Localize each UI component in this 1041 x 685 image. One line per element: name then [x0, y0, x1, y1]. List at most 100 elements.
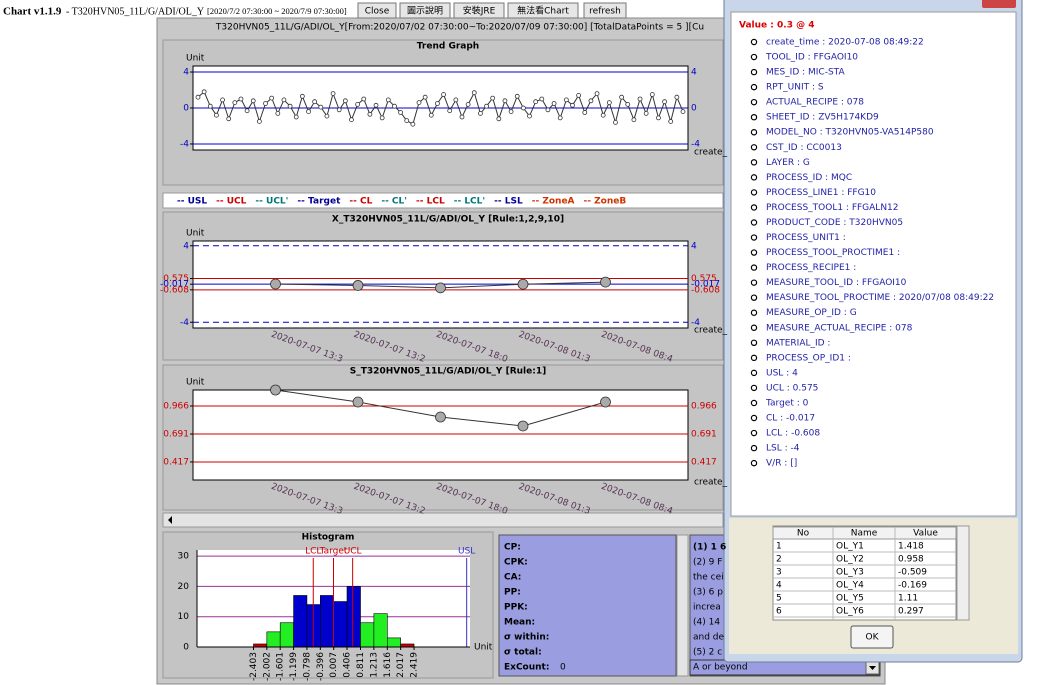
detail-item: Target : 0: [765, 398, 809, 408]
rule-note: (3) 6 p: [693, 588, 723, 598]
data-point: [226, 116, 232, 122]
data-point: [668, 119, 674, 124]
bullet: [750, 294, 758, 301]
y-tick-label: 0: [183, 643, 189, 653]
y-tick-label: 0.691: [163, 430, 189, 440]
detail-item: V/R : []: [766, 459, 797, 469]
x-tick-label: 0.007: [329, 652, 339, 678]
select-arrow[interactable]: [869, 666, 876, 670]
data-point: [508, 109, 514, 114]
y-tick-label: 0: [183, 104, 189, 114]
table-scrollbar[interactable]: [956, 525, 970, 621]
data-point: [256, 119, 262, 124]
toolbar-button[interactable]: [357, 2, 397, 19]
data-point: [441, 92, 446, 97]
data-point: [352, 280, 364, 291]
toolbar-button[interactable]: [453, 2, 505, 19]
data-point: [435, 411, 446, 423]
legend-entry: -- LCL: [416, 197, 445, 207]
detail-item: PROCESS_LINE1 : FFG10: [766, 188, 876, 198]
data-point: [582, 110, 588, 115]
y-tick-label: 20: [178, 582, 190, 592]
detail-item: create_time : 2020-07-08 08:49:22: [766, 38, 924, 48]
stats-scrollbar[interactable]: [676, 534, 689, 677]
data-point: [563, 97, 569, 103]
rule-note: the cei: [693, 573, 724, 583]
y-tick-label: 10: [178, 612, 190, 622]
data-point: [606, 100, 612, 106]
table-cell: 1.418: [898, 542, 924, 552]
data-point: [422, 94, 428, 100]
y-tick-label: -4: [180, 139, 189, 149]
data-point: [416, 100, 422, 106]
close-button[interactable]: [982, 0, 1016, 8]
x-axis-label: create_: [694, 478, 728, 488]
data-point: [270, 278, 281, 290]
detail-item: USL : 4: [766, 368, 798, 378]
y-tick-label-right: 4: [691, 68, 697, 78]
table-cell: OL_Y4: [836, 581, 864, 591]
data-point: [459, 114, 465, 120]
y-tick-label: -0.017: [160, 280, 189, 290]
x-tick-label: -0.396: [316, 652, 326, 681]
panel-title: T320HVN05_11L/G/ADI/OL_Y[From:2020/07/02…: [215, 23, 704, 33]
app-name: Chart v1.1.9: [3, 6, 62, 18]
data-point: [478, 110, 483, 116]
y-axis-label: Unit: [186, 54, 205, 64]
data-point: [471, 90, 477, 96]
toolbar-button[interactable]: [583, 2, 627, 19]
ok-button[interactable]: [850, 625, 894, 649]
button-label[interactable]: Close: [365, 7, 390, 17]
stat-value: 0: [560, 663, 566, 673]
data-point: [527, 113, 532, 119]
data-point: [594, 91, 600, 97]
button-label[interactable]: 圖示說明: [407, 5, 443, 17]
data-point: [244, 108, 250, 114]
data-point: [232, 100, 238, 106]
data-point: [625, 102, 631, 107]
scrollbar[interactable]: [162, 512, 724, 528]
data-point: [588, 98, 594, 104]
ok-label[interactable]: OK: [866, 633, 880, 643]
y-tick-label: 4: [183, 68, 189, 78]
limit-label: USL: [458, 547, 475, 557]
bullet: [750, 129, 758, 136]
chart-title: Histogram: [302, 533, 355, 543]
data-point: [517, 278, 529, 290]
data-point: [600, 396, 611, 408]
data-point: [355, 102, 361, 107]
date-range: [2020/7/2 07:30:00 ~ 2020/7/9 07:30:00]: [207, 6, 347, 16]
x-axis-label: create_: [694, 326, 728, 336]
bullet: [750, 429, 758, 437]
select-value[interactable]: A or beyond: [693, 663, 748, 673]
histogram-bar: [387, 637, 401, 648]
data-point: [680, 109, 686, 114]
detail-item: LAYER : G: [766, 158, 810, 168]
table-cell: 6: [776, 607, 782, 617]
data-point: [318, 104, 324, 110]
data-point: [570, 102, 575, 108]
detail-item: MODEL_NO : T320HVN05-VA514P580: [766, 128, 934, 138]
table-cell: 4: [776, 581, 782, 591]
data-point: [379, 115, 385, 121]
data-point: [324, 113, 330, 119]
data-point: [287, 103, 293, 109]
data-point: [238, 96, 244, 102]
stat-label: CP:: [504, 543, 521, 553]
button-label[interactable]: 無法看Chart: [517, 5, 569, 17]
button-label[interactable]: refresh: [589, 7, 621, 17]
detail-item: MEASURE_TOOL_ID : FFGAOI10: [766, 278, 907, 288]
data-point: [465, 102, 471, 107]
toolbar-button[interactable]: [399, 2, 451, 19]
data-point: [631, 117, 637, 123]
data-point: [201, 89, 207, 95]
plot-area: [192, 389, 689, 481]
bullet: [750, 113, 758, 121]
button-label[interactable]: 安裝JRE: [463, 5, 496, 17]
scroll-arrow[interactable]: [168, 516, 172, 524]
histogram-bar: [346, 586, 361, 648]
legend-entry: -- CL: [349, 197, 372, 207]
table-cell: 2: [776, 555, 782, 565]
data-point: [637, 96, 643, 102]
toolbar-button[interactable]: [507, 2, 579, 19]
